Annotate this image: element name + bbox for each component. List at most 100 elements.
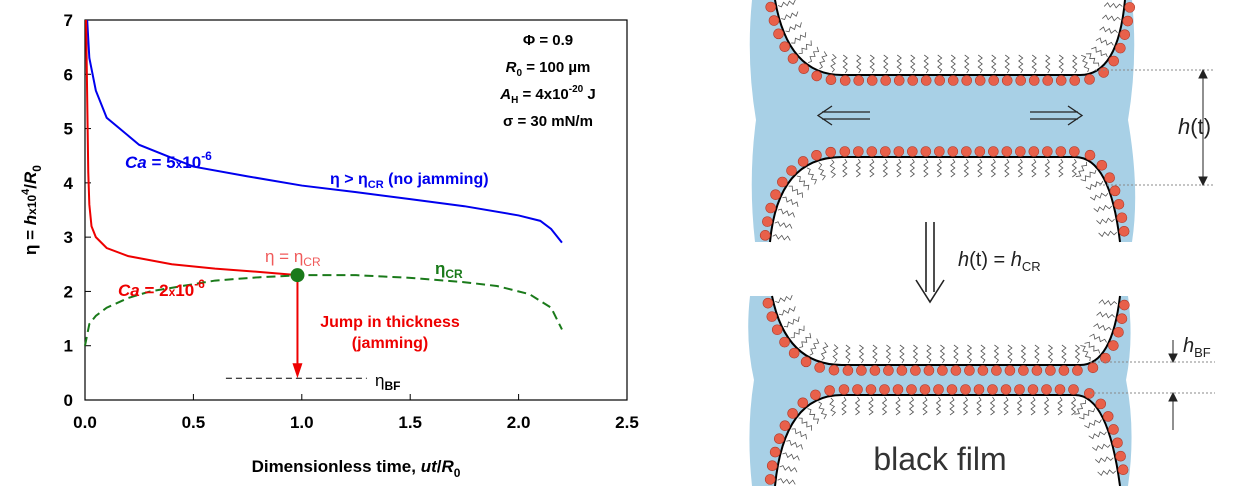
surfactant-head [935, 76, 945, 86]
x-tick-label: 1.0 [290, 413, 314, 432]
surfactant-head [767, 461, 777, 471]
surfactant-head [974, 385, 984, 395]
dim-heads [1169, 354, 1177, 401]
series-line [86, 20, 297, 275]
surfactant-head [880, 385, 890, 395]
x-tick-label: 2.5 [615, 413, 639, 432]
x-tick-label: 2.0 [507, 413, 531, 432]
surfactant-head [789, 348, 799, 358]
param: Φ = 0.9 [523, 32, 573, 49]
surfactant-head [788, 54, 798, 64]
surfactant-head [839, 385, 849, 395]
surfactant-head [1119, 226, 1129, 236]
jump-arrow-head [292, 363, 302, 378]
surfactant-head [1085, 74, 1095, 84]
surfactant-head [801, 357, 811, 367]
jamming-label: (jamming) [352, 335, 428, 352]
surfactant-head [840, 76, 850, 86]
surfactant-head [1029, 76, 1039, 86]
surfactant-head [1072, 366, 1082, 376]
surfactant-head [907, 385, 917, 395]
surfactant-head [780, 421, 790, 431]
surfactant-head [766, 203, 776, 213]
surfactant-head [978, 366, 988, 376]
surfactant-head [1015, 147, 1025, 157]
surfactant-head [1029, 147, 1039, 157]
surfactant-head [989, 76, 999, 86]
surfactant-head [1114, 199, 1124, 209]
surfactant-head [921, 76, 931, 86]
surfactant-head [1120, 30, 1130, 40]
surfactant-head [964, 366, 974, 376]
surfactant-head [1118, 465, 1128, 475]
surfactant-head [772, 325, 782, 335]
surfactant-head [866, 385, 876, 395]
surfactant-head [920, 385, 930, 395]
surfactant-head [1070, 76, 1080, 86]
surfactant-head [962, 76, 972, 86]
x-axis-label: Dimensionless time, ut/R0 [252, 457, 461, 480]
surfactant-head [1056, 147, 1066, 157]
h-cr-label: h(t) = hCR [958, 249, 1041, 274]
surfactant-head [1123, 16, 1133, 26]
parameters: Φ = 0.9 R0 = 100 µm AH = 4x10-20 J σ = 3… [499, 32, 596, 130]
h-bf-label: hBF [1183, 335, 1211, 360]
surfactant-head [1016, 76, 1026, 86]
surfactant-head [780, 42, 790, 52]
surfactant-head [826, 147, 836, 157]
surfactant-head [1069, 147, 1079, 157]
surfactant-head [1001, 385, 1011, 395]
surfactant-head [765, 474, 775, 484]
surfactant-head [767, 312, 777, 322]
surfactant-head [1085, 150, 1095, 160]
surfactant-head [921, 147, 931, 157]
surfactant-head [1113, 327, 1123, 337]
surfactant-head [826, 75, 836, 85]
surfactant-head [1112, 438, 1122, 448]
surfactant-head [760, 230, 770, 240]
surfactant-head [798, 156, 808, 166]
y-tick-label: 5 [64, 120, 73, 139]
surfactant-head [798, 398, 808, 408]
surfactant-head [1042, 385, 1052, 395]
surfactant-head [924, 366, 934, 376]
red-label: Ca = 2x10-6 [118, 277, 205, 300]
h-t-label: h(t) [1178, 114, 1211, 139]
bubble [772, 296, 1120, 365]
surfactant-head [1002, 76, 1012, 86]
y-tick-label: 6 [64, 65, 73, 84]
no-jamming-label: η > ηCR (no jamming) [330, 171, 489, 191]
figure: 0.00.51.01.52.02.501234567 Ca = 5x10-6 C… [0, 0, 1233, 486]
surfactant-head [771, 190, 781, 200]
surfactant-head [762, 217, 772, 227]
diagram: h(t) h(t) = hCR hBF black film [748, 0, 1215, 486]
y-tick-label: 1 [64, 337, 73, 356]
surfactant-head [975, 76, 985, 86]
surfactant-head [934, 147, 944, 157]
surfactant-head [1042, 147, 1052, 157]
y-tick-label: 2 [64, 282, 73, 301]
param: σ = 30 mN/m [503, 113, 593, 130]
surfactant-head [770, 447, 780, 457]
surfactant-head [780, 337, 790, 347]
surfactant-head [1125, 2, 1135, 12]
y-tick-label: 0 [64, 391, 73, 410]
surfactant-head [948, 147, 958, 157]
surfactant-head [908, 76, 918, 86]
surfactant-head [893, 385, 903, 395]
surfactant-head [1117, 314, 1127, 324]
surfactant-head [812, 71, 822, 81]
surfactant-head [766, 2, 776, 12]
y-tick-label: 7 [64, 11, 73, 30]
surfactant-head [1108, 341, 1118, 351]
black-film-label: black film [873, 441, 1006, 477]
eta-bf-label: ηBF [375, 371, 400, 393]
surfactant-head [1115, 43, 1125, 53]
series-line [87, 20, 562, 243]
surfactant-head [799, 64, 809, 74]
surfactant-head [1043, 76, 1053, 86]
surfactant-head [948, 76, 958, 86]
surfactant-head [1088, 363, 1098, 373]
surfactant-head [774, 434, 784, 444]
surfactant-head [1116, 451, 1126, 461]
